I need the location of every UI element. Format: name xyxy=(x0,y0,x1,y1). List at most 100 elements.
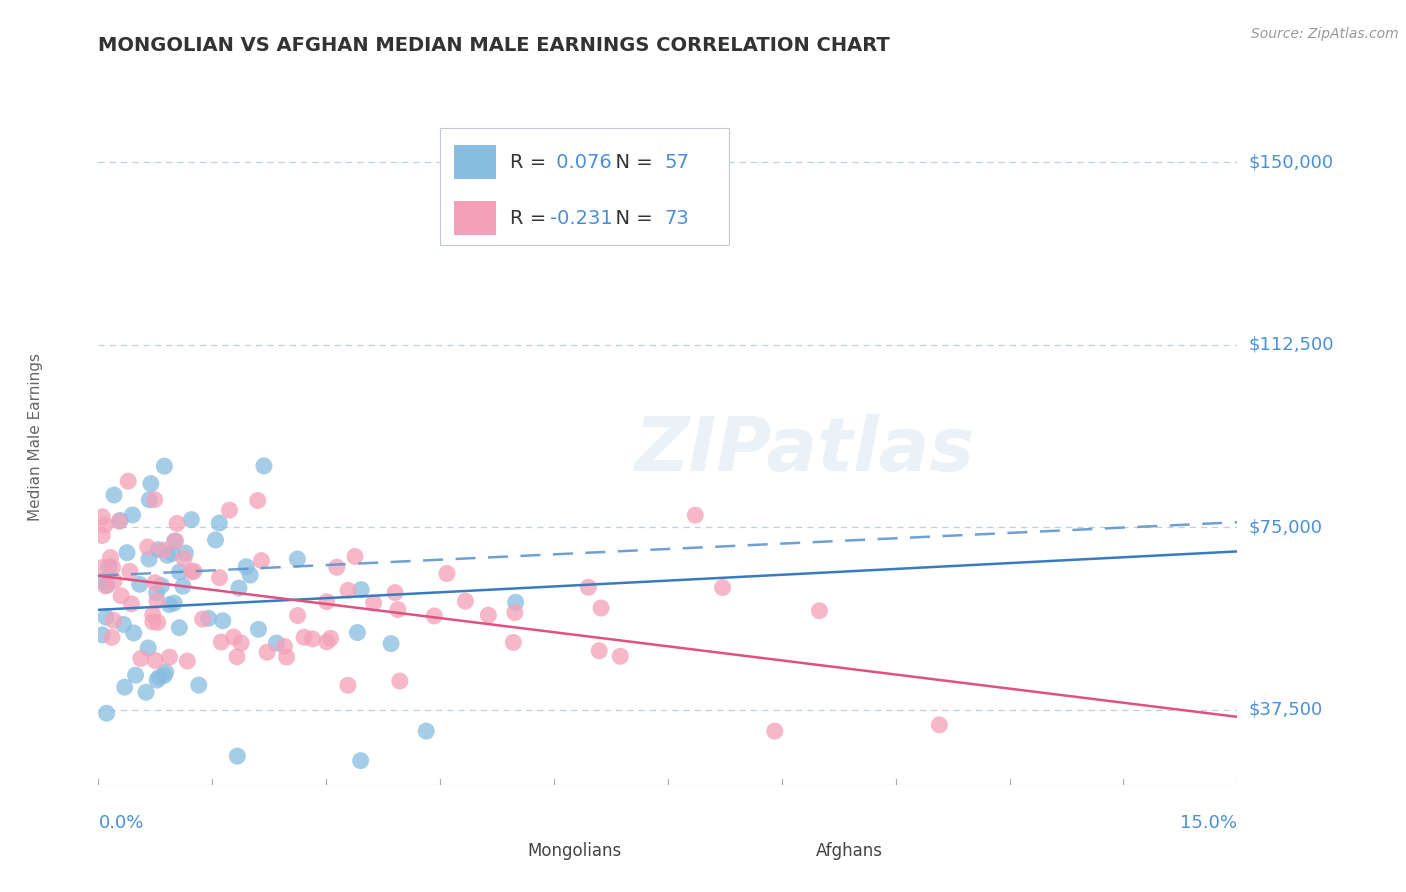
Point xyxy=(91,528,114,542)
Point xyxy=(103,574,125,588)
Point xyxy=(138,492,160,507)
Point xyxy=(380,637,402,651)
Point xyxy=(145,586,167,600)
Point xyxy=(172,579,194,593)
Point xyxy=(166,516,188,531)
Point xyxy=(146,615,169,630)
Point xyxy=(120,597,142,611)
Point xyxy=(114,680,136,694)
Bar xyxy=(478,841,512,865)
Point xyxy=(685,508,707,523)
Point xyxy=(96,706,118,721)
Point xyxy=(124,668,146,682)
Point xyxy=(136,640,159,655)
Text: 57: 57 xyxy=(664,153,689,171)
Bar xyxy=(766,841,801,865)
Point xyxy=(169,621,191,635)
Point xyxy=(91,574,114,589)
Point xyxy=(148,542,170,557)
FancyBboxPatch shape xyxy=(440,128,728,245)
Point xyxy=(191,612,214,626)
Point xyxy=(148,670,170,684)
Point xyxy=(155,665,177,679)
Point xyxy=(165,533,187,548)
Point xyxy=(101,560,124,574)
Text: Source: ZipAtlas.com: Source: ZipAtlas.com xyxy=(1251,27,1399,41)
Point xyxy=(315,635,337,649)
Point xyxy=(117,474,139,488)
Point xyxy=(226,749,249,764)
Point xyxy=(136,540,159,554)
Point xyxy=(928,718,950,732)
Point xyxy=(218,503,240,517)
Point xyxy=(246,493,269,508)
Point xyxy=(591,601,613,615)
Point xyxy=(157,598,180,612)
Point xyxy=(266,636,288,650)
Point xyxy=(163,534,186,549)
Point xyxy=(325,560,347,574)
Point xyxy=(100,550,122,565)
Text: $75,000: $75,000 xyxy=(1249,518,1323,536)
Point xyxy=(222,630,245,644)
Point xyxy=(211,614,233,628)
Point xyxy=(235,559,257,574)
Bar xyxy=(454,201,495,235)
Point xyxy=(609,649,631,664)
Point xyxy=(101,631,124,645)
Text: R =: R = xyxy=(510,209,553,227)
Point xyxy=(285,552,308,566)
Point xyxy=(423,609,446,624)
Text: ZIPatlas: ZIPatlas xyxy=(634,415,974,488)
Point xyxy=(711,581,734,595)
Point xyxy=(122,626,145,640)
Point xyxy=(138,552,160,566)
Text: 15.0%: 15.0% xyxy=(1180,814,1237,832)
Point xyxy=(143,492,166,507)
Point xyxy=(146,594,169,608)
Point xyxy=(150,579,173,593)
Text: 0.0%: 0.0% xyxy=(98,814,143,832)
Point xyxy=(153,668,176,682)
Text: R =: R = xyxy=(510,153,553,171)
Point xyxy=(388,674,411,689)
Point xyxy=(208,516,231,530)
Point xyxy=(135,685,157,699)
Point xyxy=(276,650,298,665)
Point xyxy=(142,607,165,622)
Point xyxy=(256,645,278,659)
Point xyxy=(588,643,610,657)
Point xyxy=(115,546,138,560)
Point xyxy=(98,559,121,574)
Point xyxy=(315,595,337,609)
Point xyxy=(160,546,183,560)
Point xyxy=(176,654,198,668)
Point xyxy=(156,549,179,563)
Point xyxy=(301,632,323,646)
Text: MONGOLIAN VS AFGHAN MEDIAN MALE EARNINGS CORRELATION CHART: MONGOLIAN VS AFGHAN MEDIAN MALE EARNINGS… xyxy=(98,36,890,54)
Point xyxy=(94,579,117,593)
Text: N =: N = xyxy=(603,209,659,227)
Point xyxy=(337,583,360,598)
Point xyxy=(139,476,162,491)
Point xyxy=(94,610,117,624)
Point xyxy=(808,604,831,618)
Point xyxy=(253,458,276,473)
Point xyxy=(143,575,166,590)
Point xyxy=(247,623,270,637)
Point xyxy=(454,594,477,608)
Point xyxy=(273,640,295,654)
Point xyxy=(108,514,131,528)
Point xyxy=(204,533,226,547)
Point xyxy=(477,608,499,623)
Text: Median Male Earnings: Median Male Earnings xyxy=(28,353,44,521)
Point xyxy=(174,546,197,560)
Point xyxy=(112,617,135,632)
Point xyxy=(363,596,385,610)
Point xyxy=(209,635,232,649)
Point xyxy=(142,615,165,629)
Text: -0.231: -0.231 xyxy=(550,209,613,227)
Point xyxy=(187,678,209,692)
Point xyxy=(96,578,118,592)
Point xyxy=(250,554,273,568)
